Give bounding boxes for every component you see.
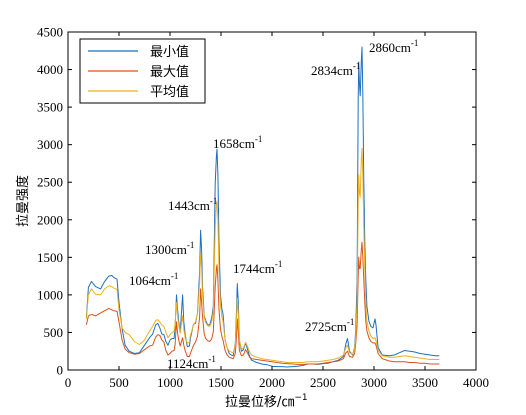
y-tick-label: 4000 — [37, 62, 63, 77]
x-tick-label: 1500 — [208, 375, 234, 390]
peak-annotation: 1124cm-1 — [167, 354, 216, 371]
peak-annotation: 1300cm-1 — [145, 240, 194, 257]
x-tick-label: 2000 — [259, 375, 285, 390]
legend: 最小值 最大值 平均值 — [79, 38, 206, 104]
peak-annotation: 2725cm-1 — [305, 317, 354, 334]
legend-label-min: 最小值 — [150, 44, 189, 60]
y-tick-label: 2500 — [37, 175, 63, 190]
x-tick-label: 0 — [65, 375, 72, 390]
series-line-mean — [85, 147, 440, 363]
y-tick-label: 3500 — [37, 100, 63, 115]
x-tick-label: 4000 — [463, 375, 489, 390]
y-tick-label: 4500 — [37, 25, 63, 40]
y-tick-label: 1500 — [37, 250, 63, 265]
x-tick-label: 500 — [109, 375, 129, 390]
series-layer — [85, 46, 440, 368]
x-tick-label: 3000 — [361, 375, 387, 390]
legend-label-max: 最大值 — [150, 64, 189, 80]
y-tick-label: 500 — [44, 325, 64, 340]
annotations: 2860cm-1 2834cm-1 1658cm-1 1443cm-1 1300cm-1… — [129, 38, 418, 371]
series-line-max — [85, 241, 440, 365]
peak-annotation: 1744cm-1 — [233, 259, 282, 276]
peak-annotation: 2834cm-1 — [311, 61, 360, 78]
x-tick-label: 2500 — [310, 375, 336, 390]
peak-annotation: 1443cm-1 — [168, 196, 217, 213]
y-axis-label: 拉曼强度 — [15, 175, 31, 227]
y-tick-label: 3000 — [37, 137, 63, 152]
peak-annotation: 1064cm-1 — [129, 271, 178, 288]
y-axis-ticks: 0 500 1000 1500 2000 2500 3000 3500 4000 4500 — [37, 25, 476, 378]
y-tick-label: 2000 — [37, 212, 63, 227]
peak-annotation: 1658cm-1 — [213, 134, 262, 151]
y-tick-label: 1000 — [37, 287, 63, 302]
y-tick-label: 0 — [57, 363, 64, 378]
x-tick-label: 3500 — [412, 375, 438, 390]
x-axis-label: 拉曼位移/㎝−1 — [225, 393, 308, 410]
legend-label-mean: 平均值 — [150, 84, 189, 100]
peak-annotation: 2860cm-1 — [369, 38, 418, 55]
series-line-min — [85, 46, 440, 368]
x-axis-ticks: 0 500 1000 1500 2000 2500 3000 3500 4000 — [65, 32, 489, 390]
x-tick-label: 1000 — [157, 375, 183, 390]
